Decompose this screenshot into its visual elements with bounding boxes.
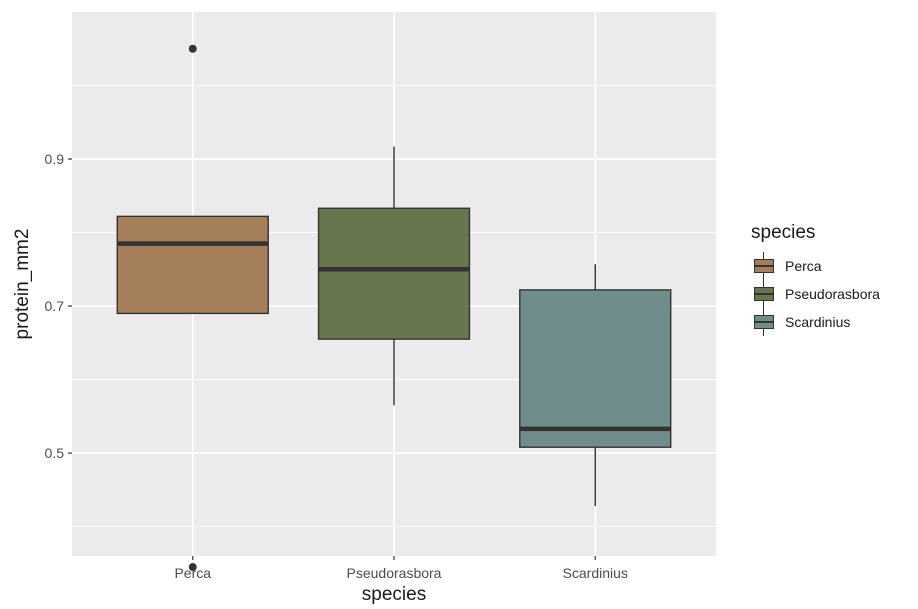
legend-item-pseudorasbora: Pseudorasbora — [748, 280, 918, 308]
legend-label: Scardinius — [785, 314, 851, 330]
outlier-point — [188, 563, 197, 572]
legend-label: Pseudorasbora — [785, 286, 880, 302]
box-body — [317, 207, 471, 340]
legend-item-perca: Perca — [748, 252, 918, 280]
legend: species Perca Pseudorasbora Scardinius — [748, 222, 918, 336]
y-tick-label: 0.9 — [45, 151, 65, 167]
legend-items: Perca Pseudorasbora Scardinius — [748, 252, 918, 336]
legend-key — [753, 280, 775, 308]
axes: 0.5 0.7 0.9 Perca Pseudorasbora Scardinius — [45, 151, 628, 581]
y-tick-label: 0.7 — [45, 298, 65, 314]
x-tick-label: Pseudorasbora — [347, 565, 442, 581]
x-tick-label: Scardinius — [563, 565, 628, 581]
outlier-point — [188, 44, 197, 53]
box-body — [519, 289, 672, 448]
legend-label: Perca — [785, 258, 822, 274]
box-pseudorasbora — [317, 146, 471, 406]
x-axis-title: species — [362, 584, 426, 604]
legend-title: species — [751, 222, 816, 243]
box-perca — [116, 44, 269, 572]
y-tick-label: 0.5 — [45, 445, 65, 461]
box-layer — [116, 44, 672, 572]
legend-key — [753, 308, 775, 336]
box-body — [116, 215, 269, 315]
x-tick-label: Perca — [174, 565, 211, 581]
y-axis-title: protein_mm2 — [12, 229, 33, 340]
legend-key — [753, 252, 775, 280]
legend-item-scardinius: Scardinius — [748, 308, 918, 336]
box-scardinius — [519, 264, 672, 507]
